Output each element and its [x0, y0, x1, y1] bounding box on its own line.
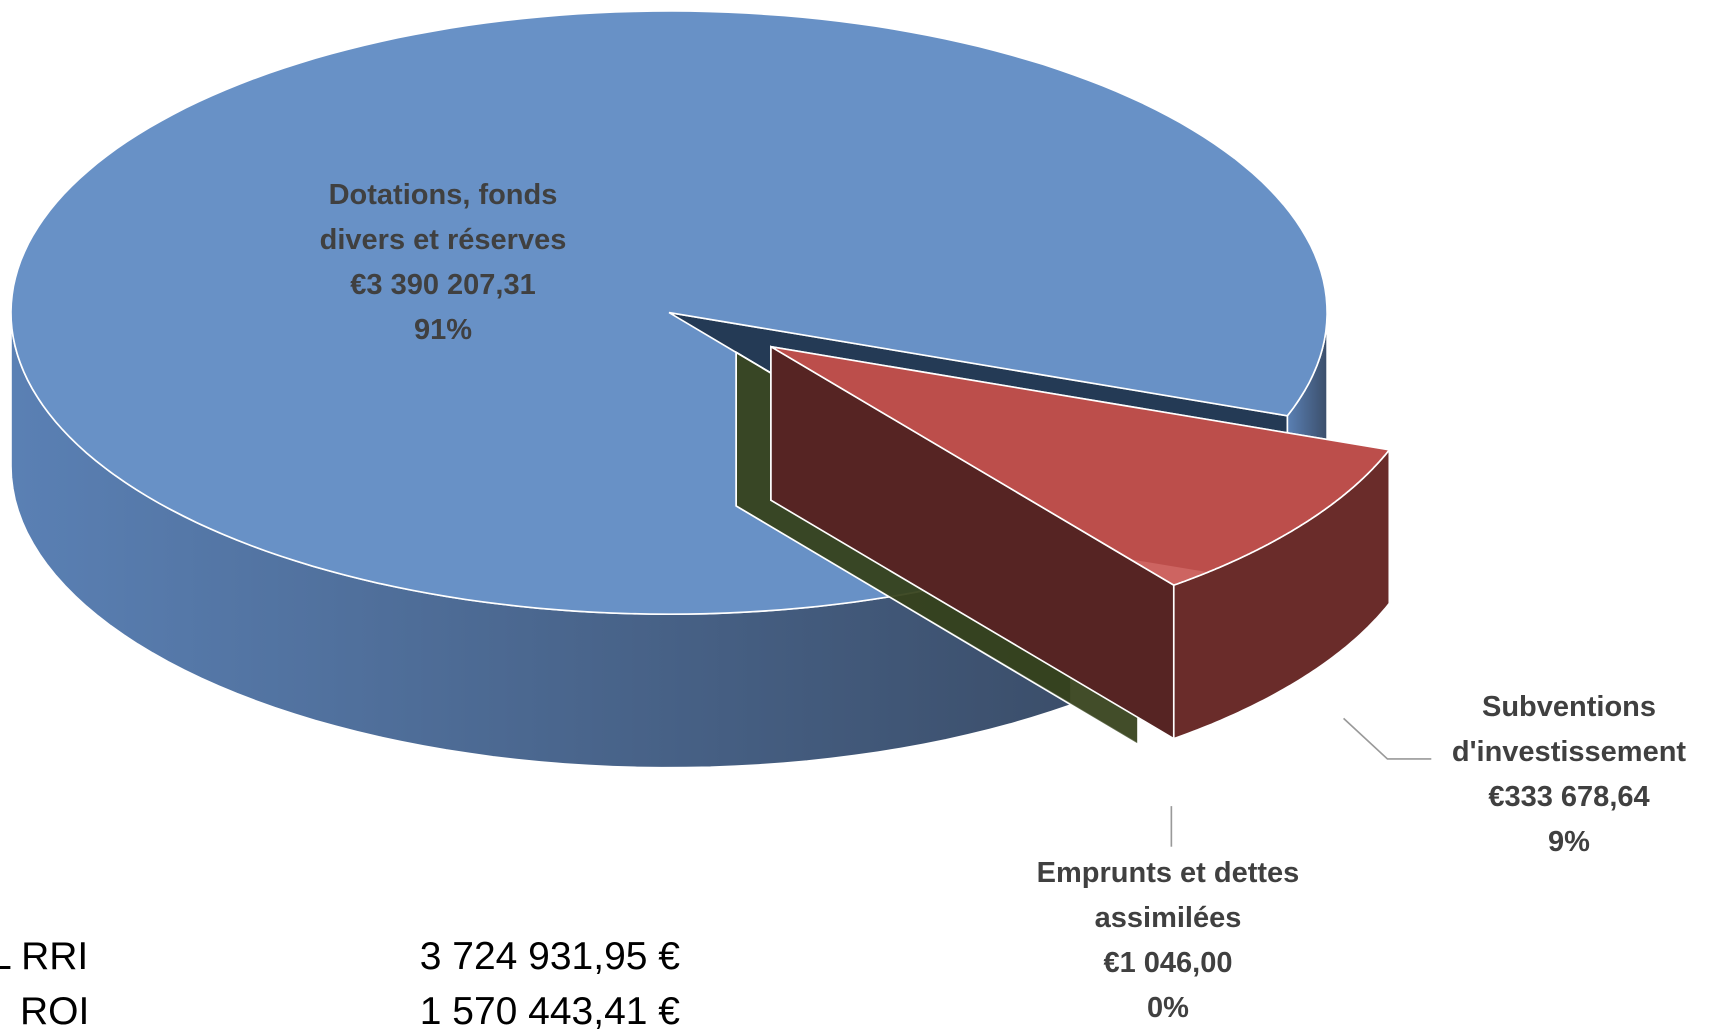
- category-label: Emprunts et dettes assimilées: [1036, 857, 1300, 934]
- slice-label: Subventions d'investissement €333 678,64…: [1436, 685, 1702, 865]
- row-value: 3 724 931,95 €: [419, 935, 680, 978]
- value-label: €3 390 207,31: [350, 269, 536, 301]
- row-value: 1 570 443,41 €: [419, 990, 680, 1033]
- slice: [10, 10, 1328, 616]
- row-label: ROI: [20, 990, 90, 1033]
- category-label: Dotations, fonds divers et réserves: [319, 179, 567, 256]
- slice-label: Dotations, fonds divers et réserves €3 3…: [298, 173, 588, 353]
- slice-label: Emprunts et dettes assimilées €1 046,00 …: [1010, 851, 1326, 1031]
- category-label: Subventions d'investissement: [1451, 691, 1687, 768]
- value-label: €1 046,00: [1103, 947, 1233, 979]
- percent-label: 0%: [1147, 992, 1189, 1024]
- percent-label: 9%: [1548, 826, 1590, 858]
- summary-row: L RRI 3 724 931,95 €: [0, 935, 680, 979]
- row-label: L RRI: [0, 935, 89, 978]
- pie: [10, 10, 1391, 769]
- value-label: €333 678,64: [1488, 781, 1650, 813]
- percent-label: 91%: [413, 314, 473, 346]
- summary-row: ROI 1 570 443,41 €: [0, 990, 680, 1034]
- slice: [770, 345, 1391, 587]
- leader-line: [1343, 717, 1432, 760]
